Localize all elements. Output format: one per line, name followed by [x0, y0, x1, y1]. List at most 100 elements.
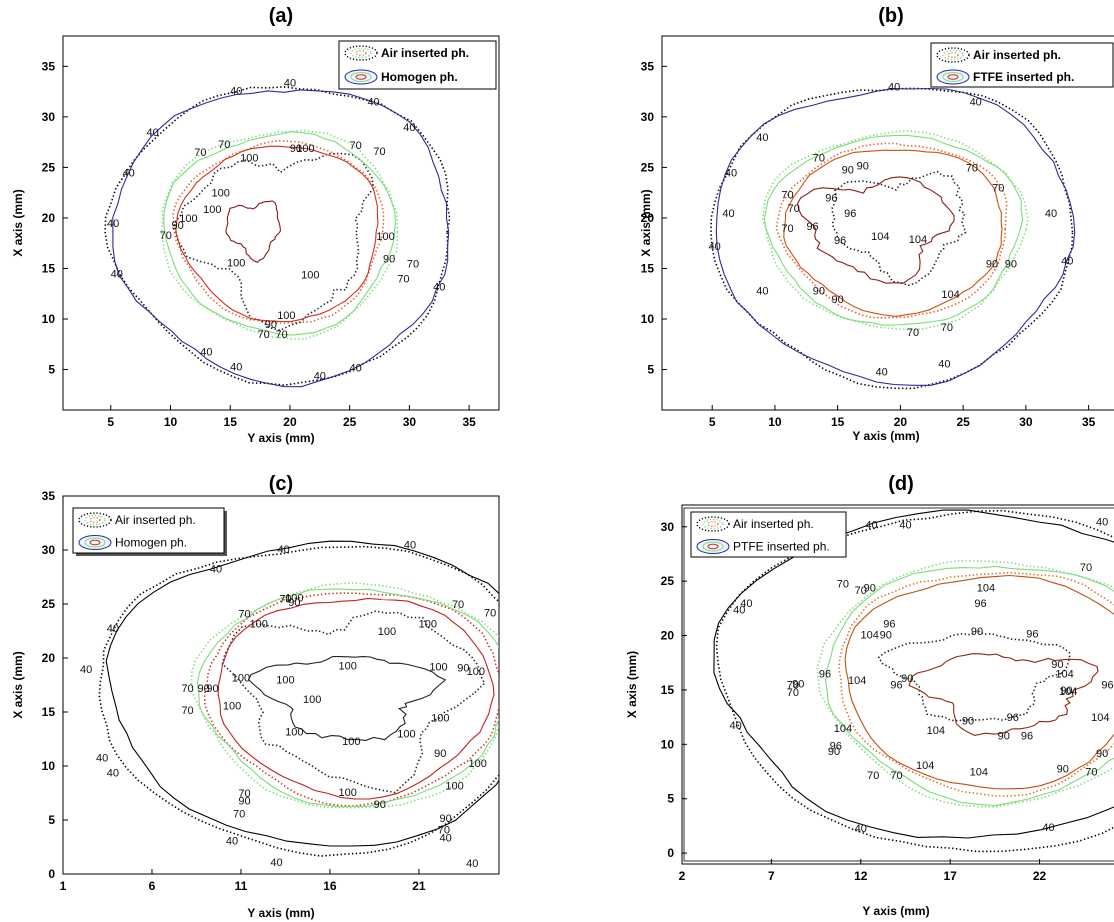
y-axis-label: X axis (mm): [11, 189, 25, 256]
y-axis-label: X axis (mm): [625, 651, 639, 718]
contour-level-label: 70: [813, 152, 825, 164]
contour-level-label: 40: [938, 359, 950, 371]
contour-level-label: 70: [484, 608, 496, 620]
contour-line-solid-40: [112, 89, 450, 388]
contour-level-label: 104: [941, 289, 959, 301]
legend-label: Air inserted ph.: [381, 46, 469, 60]
contour-level-label: 100: [339, 787, 357, 799]
contour-level-label: 70: [855, 585, 867, 597]
contour-level-label: 104: [848, 675, 866, 687]
contour-level-label: 96: [830, 740, 842, 752]
x-axis-label: Y axis (mm): [852, 429, 919, 443]
contour-level-label: 100: [227, 257, 245, 269]
contour-level-label: 40: [899, 520, 911, 532]
legend-swatch-solid: [78, 535, 112, 550]
contour-line-solid-70: [825, 565, 1114, 807]
contour-level-label: 70: [218, 139, 230, 151]
contour-line-solid-100: [225, 200, 282, 263]
contour-level-label: 90: [962, 715, 974, 727]
contour-level-label: 70: [788, 203, 800, 215]
contour-level-label: 96: [844, 208, 856, 220]
contour-line-dotted-90: [775, 142, 1008, 319]
x-tick-label: 2: [679, 869, 686, 883]
contour-level-label: 100: [339, 661, 357, 673]
y-axis-label: X axis (mm): [639, 189, 653, 256]
y-tick-label: 30: [641, 110, 655, 124]
x-tick-label: 21: [412, 879, 426, 893]
contour-level-label: 104: [970, 767, 988, 779]
contour-level-label: 90: [792, 678, 804, 690]
contour-level-label: 40: [111, 269, 123, 281]
y-tick-label: 25: [42, 160, 56, 174]
contour-line-dotted-70: [761, 130, 1029, 331]
contour-level-label: 40: [403, 122, 415, 134]
y-axis-label: X axis (mm): [11, 651, 25, 718]
contour-level-label: 90: [857, 160, 869, 172]
contour-level-label: 40: [725, 167, 737, 179]
y-tick-label: 25: [661, 574, 675, 588]
contour-level-label: 90: [288, 597, 300, 609]
x-tick-label: 11: [235, 879, 248, 893]
contour-level-label: 104: [871, 231, 889, 243]
legend-swatch-solid: [344, 69, 378, 85]
legend: Air inserted ph. Homogen ph.: [338, 40, 497, 90]
contour-level-label: 70: [787, 687, 799, 699]
contour-level-label: 90: [828, 746, 840, 758]
x-tick-label: 16: [323, 879, 337, 893]
panel-title: (a): [269, 5, 293, 27]
y-tick-label: 5: [647, 363, 654, 377]
legend-label: Homogen ph.: [381, 70, 458, 84]
contour-level-label: 70: [233, 809, 245, 821]
contour-level-label: 70: [238, 609, 250, 621]
contour-level-label: 40: [367, 97, 379, 109]
x-tick-label: 1: [60, 879, 67, 893]
contour-level-label: 40: [226, 836, 238, 848]
contour-level-label: 70: [452, 599, 464, 611]
legend-swatch-dotted: [344, 45, 378, 61]
y-tick-label: 10: [661, 737, 675, 751]
contour-line-dotted-104: [831, 170, 967, 287]
contour-level-label: 70: [238, 788, 250, 800]
contour-level-label: 70: [194, 147, 206, 159]
contour-level-label: 100: [376, 231, 394, 243]
contour-level-label: 70: [275, 329, 287, 341]
x-tick-label: 15: [831, 415, 845, 429]
contour-level-label: 70: [407, 258, 419, 270]
x-tick-label: 30: [403, 415, 417, 429]
contour-level-label: 40: [210, 563, 222, 575]
panel-title: (c): [269, 473, 293, 495]
x-tick-label: 30: [1019, 415, 1033, 429]
contour-level-label: 100: [342, 736, 360, 748]
contour-level-label: 40: [404, 540, 416, 552]
contour-level-label: 100: [397, 729, 415, 741]
contour-level-label: 90: [1051, 659, 1063, 671]
contour-level-label: 90: [1060, 685, 1072, 697]
legend-swatch-dotted: [696, 516, 730, 532]
legend-label: Air inserted ph.: [115, 513, 196, 527]
x-tick-label: 35: [462, 415, 476, 429]
contour-level-label: 70: [397, 274, 409, 286]
y-tick-label: 15: [661, 683, 675, 697]
contour-level-label: 40: [740, 598, 752, 610]
contour-level-label: 40: [107, 767, 119, 779]
plot-area: [681, 504, 1114, 865]
contour-level-label: 40: [1096, 516, 1108, 528]
y-tick-label: 10: [641, 312, 655, 326]
contour-level-label: 104: [1091, 712, 1109, 724]
y-tick-label: 15: [42, 705, 56, 719]
contour-layer: 40 40 40 40 40 40 40 40 40 40 40 40 40 70 70 70 70 70 70 70…: [104, 77, 451, 388]
x-tick-label: 7: [768, 869, 775, 883]
contour-line-dotted-70: [160, 129, 399, 340]
contour-level-label: 100: [419, 618, 437, 630]
contour-line-solid-90: [175, 145, 379, 323]
contour-level-label: 100: [285, 726, 303, 738]
contour-level-label: 100: [378, 626, 396, 638]
contour-level-label: 40: [1042, 822, 1054, 834]
contour-level-label: 40: [96, 752, 108, 764]
contour-level-label: 40: [730, 720, 742, 732]
contour-line-solid-70: [196, 588, 499, 808]
contour-level-label: 100: [431, 712, 449, 724]
contour-level-label: 70: [160, 230, 172, 242]
x-axis-label: Y axis (mm): [862, 904, 929, 918]
